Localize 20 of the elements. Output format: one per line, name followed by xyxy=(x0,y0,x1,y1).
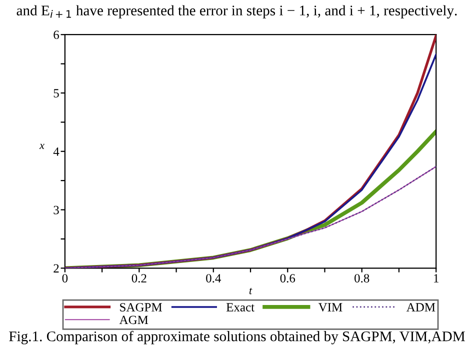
y-tick-label: 4 xyxy=(53,147,60,156)
legend-label: SAGPM xyxy=(120,303,162,312)
legend-label: AGM xyxy=(119,316,148,324)
text: and E$_{i+1}$ have represented the error in steps i − 1, i, and i + 1, respectively. xyxy=(16,5,457,18)
x-axis-title: t xyxy=(249,288,252,294)
x-tick-label: 0.8 xyxy=(354,274,370,283)
x-tick-label: 0.2 xyxy=(132,274,146,283)
legend-label: VIM xyxy=(318,303,342,312)
y-tick-label: 6 xyxy=(54,30,60,40)
y-tick-label: 5 xyxy=(54,89,59,98)
x-tick-label: 0.4 xyxy=(206,274,222,283)
caption: Fig.1. Comparison of approximate solutions obtained by SAGPM, VIM,ADM xyxy=(9,330,465,344)
legend-label: Exact xyxy=(226,303,254,312)
y-tick-label: 3 xyxy=(54,206,59,214)
x-tick-label: 0 xyxy=(62,274,68,282)
x-tick-label: 0.6 xyxy=(280,274,296,283)
legend-label: ADM xyxy=(406,303,436,312)
x-tick-label: 1 xyxy=(434,274,438,282)
y-axis-title: x xyxy=(39,144,44,150)
y-tick-label: 2 xyxy=(54,264,59,272)
